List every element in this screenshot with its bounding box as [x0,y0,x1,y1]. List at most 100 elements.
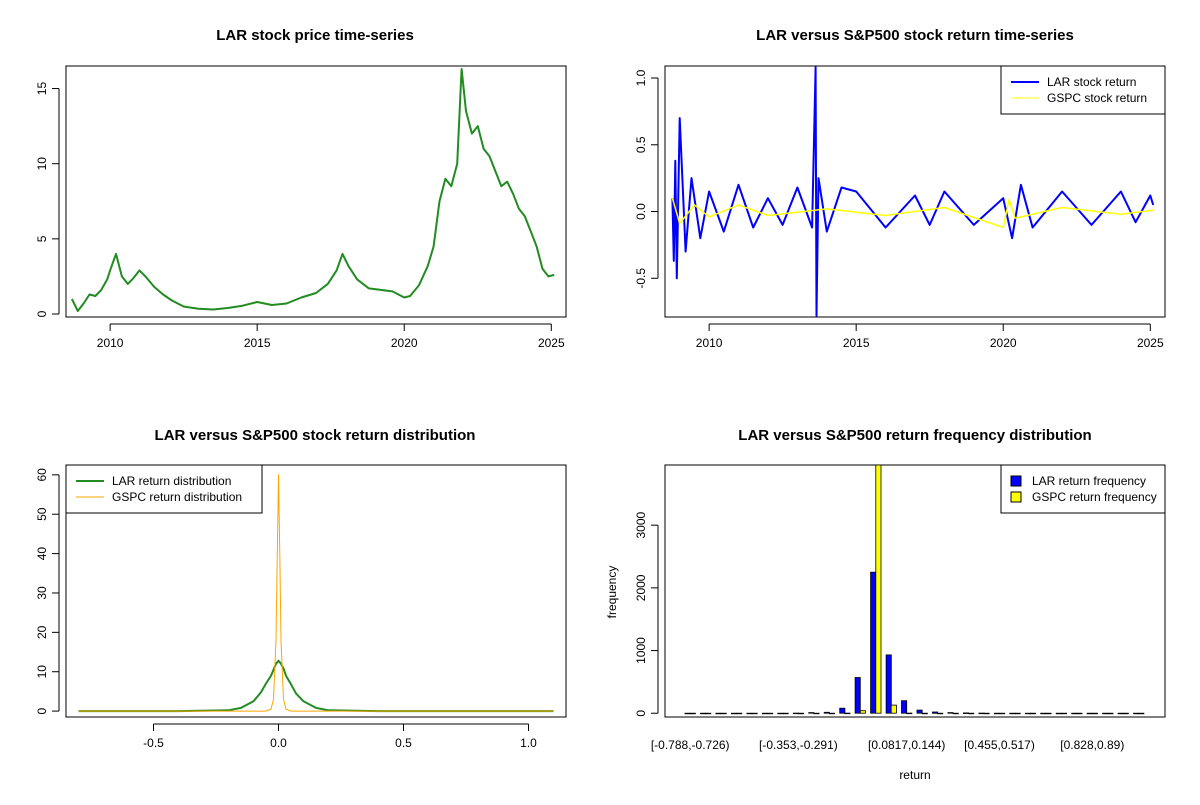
y-tick-label: -0.5 [634,268,648,289]
gspc-frequency-bar [1014,712,1021,715]
x-category-label: [-0.353,-0.291) [759,738,838,752]
gspc-frequency-bar [689,712,696,715]
gspc-frequency-bar [829,712,836,715]
plot-frame [65,464,567,718]
lar-frequency-bar [1086,712,1093,715]
plot-frame [664,65,1166,318]
gspc-return-series-line [671,197,1154,229]
gspc-frequency-bar [937,712,944,715]
lar-frequency-bar [761,712,768,715]
lar-frequency-bar [731,712,738,715]
gspc-frequency-bar [736,712,743,715]
x-tick-label: -0.5 [143,736,164,750]
chart-title: LAR stock price time-series [216,27,414,44]
gspc-frequency-bar [813,712,820,715]
lar-frequency-bar [901,700,908,714]
legend-box [1000,464,1166,514]
y-tick-label: 20 [35,625,49,639]
lar-frequency-bar [1102,712,1109,715]
panel-return-time-series: LAR versus S&P500 stock return time-seri… [634,27,1166,350]
lar-frequency-bar [839,707,846,714]
y-tick-label: 10 [35,665,49,679]
lar-frequency-bar [885,654,892,714]
x-tick-label: 1.0 [520,736,537,750]
y-tick-label: 0.0 [634,203,648,220]
lar-frequency-bar [993,712,1000,715]
chart-title: LAR versus S&P500 stock return time-seri… [756,27,1074,44]
lar-frequency-bar [746,712,753,715]
x-category-label: [0.0817,0.144) [868,738,945,752]
x-tick-label: 2020 [990,336,1017,350]
legend: LAR stock return GSPC stock return [1000,65,1166,115]
lar-frequency-bar [684,712,691,715]
legend-label: GSPC return frequency [1032,490,1157,504]
bars-group [684,465,1145,715]
gspc-frequency-bar [705,712,712,715]
gspc-frequency-bar [1091,712,1098,715]
gspc-frequency-bar [1107,712,1114,715]
gspc-frequency-bar [906,712,913,715]
gspc-frequency-bar [1122,712,1129,715]
y-tick-label: 2000 [634,574,648,601]
lar-return-series-line [671,66,1155,317]
legend-label: GSPC return distribution [112,490,242,504]
chart-title: LAR versus S&P500 return frequency distr… [738,427,1091,444]
y-tick-label: 10 [35,157,49,171]
lar-frequency-bar [978,712,985,715]
lar-frequency-bar [1055,712,1062,715]
y-tick-label: 0 [634,710,648,717]
legend: LAR return frequency GSPC return frequenc… [1000,464,1166,514]
lar-frequency-bar [916,709,923,714]
y-tick-label: 30 [35,586,49,600]
gspc-frequency-bar [1045,712,1052,715]
gspc-frequency-bar [844,712,851,715]
gspc-frequency-bar [983,712,990,715]
y-axis-label: frequency [605,566,619,619]
x-tick-label: 2015 [843,336,870,350]
gspc-frequency-bar [720,712,727,715]
gspc-density-line [78,474,554,712]
gspc-frequency-bar [1138,712,1145,715]
lar-frequency-bar [963,712,970,714]
panel-return-distribution: LAR versus S&P500 stock return distribut… [35,427,567,750]
legend-label: GSPC stock return [1047,91,1147,105]
x-tick-label: 2015 [244,336,271,350]
legend: LAR return distribution GSPC return distr… [65,464,263,514]
plot-frame [664,464,1166,718]
y-tick-label: 15 [35,82,49,96]
gspc-frequency-bar [999,712,1006,715]
lar-frequency-bar [870,571,877,714]
lar-frequency-bar [1040,712,1047,715]
lar-frequency-bar [947,712,954,714]
x-tick-label: 2010 [696,336,723,350]
gspc-frequency-bar [1030,712,1037,715]
y-tick-label: 5 [35,235,49,242]
x-tick-label: 0.0 [270,736,287,750]
legend-box [65,464,263,514]
x-category-label: [0.455,0.517) [964,738,1035,752]
x-tick-label: 2010 [97,336,124,350]
lar-frequency-bar [700,712,707,715]
y-tick-label: 1.0 [634,69,648,86]
lar-frequency-bar [808,712,815,714]
gspc-frequency-bar [952,712,959,715]
x-category-label: [0.828,0.89) [1060,738,1124,752]
lar-frequency-bar [854,677,861,714]
lar-frequency-bar [932,711,939,714]
chart-title: LAR versus S&P500 stock return distribut… [155,427,476,444]
legend-swatch [1010,475,1022,487]
legend-label: LAR return distribution [112,474,231,488]
gspc-frequency-bar [875,465,882,714]
x-tick-label: 2025 [1137,336,1164,350]
y-tick-label: 50 [35,507,49,521]
panel-return-frequency: LAR versus S&P500 return frequency distr… [605,427,1166,782]
x-tick-label: 2025 [538,336,565,350]
gspc-frequency-bar [890,704,897,714]
lar-density-line [78,659,554,713]
gspc-frequency-bar [767,712,774,715]
lar-frequency-bar [1133,712,1140,715]
gspc-frequency-bar [751,712,758,715]
